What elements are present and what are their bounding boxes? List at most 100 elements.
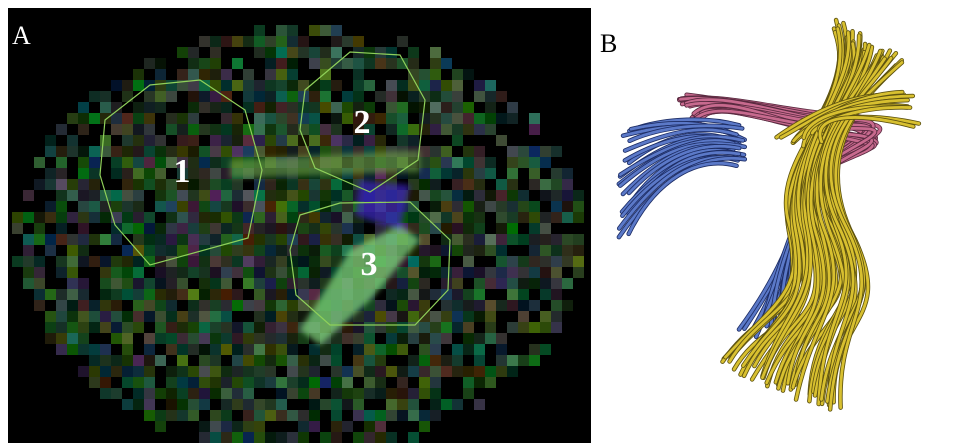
voxel: [529, 168, 540, 179]
voxel: [210, 201, 221, 212]
voxel: [573, 190, 584, 201]
voxel: [364, 311, 375, 322]
voxel: [254, 234, 265, 245]
voxel: [56, 201, 67, 212]
voxel: [122, 124, 133, 135]
voxel: [254, 113, 265, 124]
voxel: [78, 256, 89, 267]
voxel: [199, 377, 210, 388]
voxel: [496, 179, 507, 190]
voxel: [309, 47, 320, 58]
voxel: [298, 113, 309, 124]
voxel: [78, 212, 89, 223]
voxel: [133, 146, 144, 157]
voxel: [408, 399, 419, 410]
voxel: [265, 289, 276, 300]
voxel: [419, 344, 430, 355]
voxel: [419, 300, 430, 311]
voxel: [144, 278, 155, 289]
voxel: [78, 223, 89, 234]
voxel: [529, 234, 540, 245]
voxel: [419, 289, 430, 300]
voxel: [199, 157, 210, 168]
voxel: [298, 190, 309, 201]
voxel: [507, 300, 518, 311]
voxel: [419, 366, 430, 377]
voxel: [551, 267, 562, 278]
voxel: [100, 344, 111, 355]
voxel: [111, 146, 122, 157]
voxel: [375, 410, 386, 421]
voxel: [386, 344, 397, 355]
voxel: [155, 234, 166, 245]
voxel: [441, 399, 452, 410]
voxel: [254, 410, 265, 421]
voxel: [518, 146, 529, 157]
voxel: [243, 91, 254, 102]
voxel: [133, 388, 144, 399]
voxel: [221, 223, 232, 234]
voxel: [177, 377, 188, 388]
voxel: [210, 410, 221, 421]
voxel: [518, 311, 529, 322]
voxel: [188, 135, 199, 146]
voxel: [45, 322, 56, 333]
voxel: [331, 135, 342, 146]
voxel: [353, 388, 364, 399]
voxel: [166, 278, 177, 289]
voxel: [496, 223, 507, 234]
voxel: [342, 113, 353, 124]
voxel: [353, 333, 364, 344]
voxel: [298, 234, 309, 245]
voxel: [276, 355, 287, 366]
voxel: [78, 157, 89, 168]
voxel: [78, 311, 89, 322]
voxel: [430, 355, 441, 366]
voxel: [56, 256, 67, 267]
voxel: [540, 212, 551, 223]
voxel: [298, 366, 309, 377]
voxel: [265, 377, 276, 388]
voxel: [452, 267, 463, 278]
voxel: [276, 179, 287, 190]
voxel: [254, 377, 265, 388]
voxel: [199, 102, 210, 113]
voxel: [386, 399, 397, 410]
voxel: [331, 366, 342, 377]
voxel: [408, 388, 419, 399]
voxel: [287, 355, 298, 366]
voxel: [397, 311, 408, 322]
voxel: [122, 91, 133, 102]
voxel: [166, 322, 177, 333]
voxel: [199, 300, 210, 311]
voxel: [188, 212, 199, 223]
voxel: [551, 212, 562, 223]
voxel: [441, 157, 452, 168]
voxel: [507, 146, 518, 157]
voxel: [144, 344, 155, 355]
voxel: [309, 355, 320, 366]
voxel: [133, 102, 144, 113]
voxel: [287, 146, 298, 157]
voxel: [34, 300, 45, 311]
voxel: [529, 322, 540, 333]
voxel: [133, 80, 144, 91]
voxel: [100, 311, 111, 322]
voxel: [276, 223, 287, 234]
voxel: [331, 245, 342, 256]
voxel: [430, 344, 441, 355]
voxel: [463, 322, 474, 333]
voxel: [452, 80, 463, 91]
voxel: [34, 157, 45, 168]
voxel: [386, 80, 397, 91]
voxel: [463, 267, 474, 278]
voxel: [474, 113, 485, 124]
voxel: [386, 289, 397, 300]
voxel: [177, 333, 188, 344]
voxel: [144, 212, 155, 223]
voxel: [155, 388, 166, 399]
voxel: [430, 201, 441, 212]
voxel: [45, 234, 56, 245]
voxel: [232, 135, 243, 146]
voxel: [122, 245, 133, 256]
